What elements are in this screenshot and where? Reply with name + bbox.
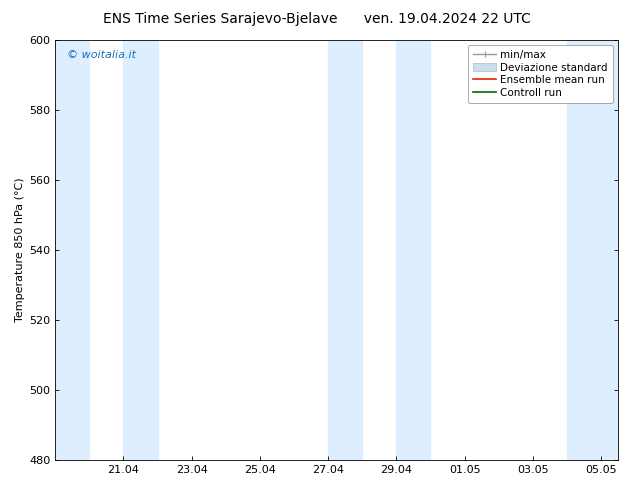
Legend: min/max, Deviazione standard, Ensemble mean run, Controll run: min/max, Deviazione standard, Ensemble m… [468, 45, 613, 103]
Bar [567, 40, 618, 460]
Text: ENS Time Series Sarajevo-Bjelave      ven. 19.04.2024 22 UTC: ENS Time Series Sarajevo-Bjelave ven. 19… [103, 12, 531, 26]
Bar [124, 40, 158, 460]
Bar [328, 40, 362, 460]
Y-axis label: Temperature 850 hPa (°C): Temperature 850 hPa (°C) [15, 177, 25, 322]
Bar [55, 40, 89, 460]
Bar [396, 40, 430, 460]
Text: © woitalia.it: © woitalia.it [67, 50, 136, 60]
